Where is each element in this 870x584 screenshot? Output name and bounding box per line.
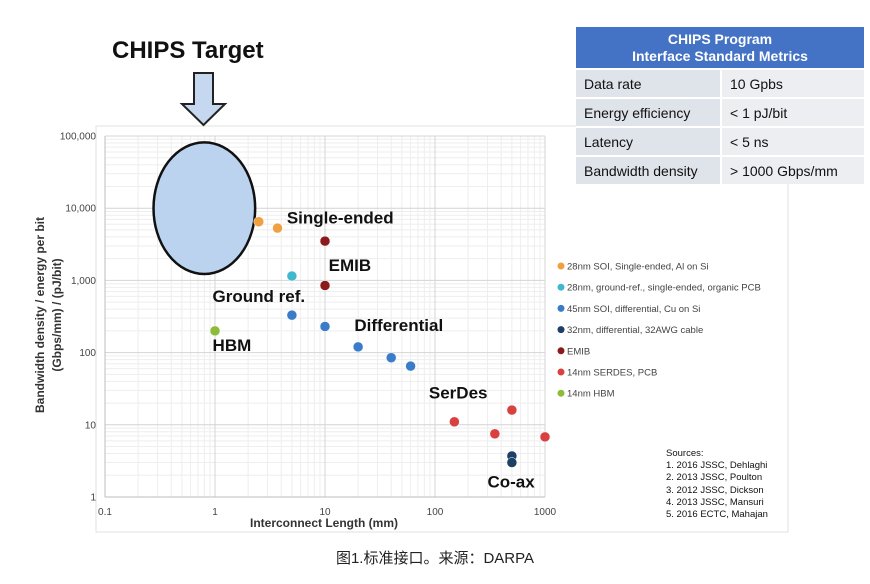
metric-value: > 1000 Gbps/mm	[721, 155, 864, 184]
data-point	[209, 325, 221, 337]
data-point	[506, 404, 518, 416]
sources-heading: Sources:	[666, 448, 704, 459]
data-point	[405, 360, 416, 372]
x-tick-label: 100	[427, 507, 444, 518]
data-point	[539, 431, 551, 443]
legend-marker	[557, 262, 565, 270]
legend-marker	[557, 389, 565, 397]
data-point	[319, 235, 331, 247]
data-point	[286, 270, 298, 282]
source-item: 5. 2016 ECTC, Mahajan	[666, 509, 768, 521]
x-axis-label: Interconnect Length (mm)	[250, 516, 398, 530]
legend-marker	[557, 326, 565, 334]
series-annotation: Ground ref.	[213, 287, 306, 306]
x-tick-label: 1	[212, 507, 218, 518]
data-point	[506, 457, 518, 468]
source-item: 2. 2013 JSSC, Poulton	[666, 472, 763, 484]
legend-label: 14nm SERDES, PCB	[567, 368, 657, 379]
metric-label: Energy efficiency	[576, 97, 722, 127]
sources-list: Sources: 1. 2016 JSSC, Dehlaghi 2. 2013 …	[666, 448, 768, 521]
y-tick-label: 1	[90, 493, 96, 504]
metric-label: Bandwidth density	[576, 155, 722, 184]
data-point	[352, 341, 364, 353]
chips-target-title: CHIPS Target	[112, 37, 264, 64]
x-tick-label: 0.1	[98, 507, 112, 518]
y-tick-label: 10,000	[65, 204, 96, 215]
series-annotation: SerDes	[429, 384, 488, 403]
y-tick-label: 10	[85, 420, 97, 431]
legend-label: EMIB	[567, 346, 590, 357]
x-tick-label: 10	[319, 507, 331, 518]
y-axis-label-line2: (Gbps/mm) / (pJ/bit)	[50, 258, 64, 371]
annotations: Single-ended EMIB Ground ref. HBM Differenti…	[213, 209, 536, 492]
series-annotation: Co-ax	[487, 473, 535, 492]
source-item: 4. 2013 JSSC, Mansuri	[666, 496, 764, 508]
y-tick-label: 100	[79, 348, 96, 359]
metrics-table: CHIPS Program Interface Standard Metrics…	[576, 27, 864, 184]
metrics-table-header: CHIPS Program Interface Standard Metrics	[576, 27, 864, 69]
down-arrow-icon	[179, 72, 228, 127]
legend-label: 28nm, ground-ref., single-ended, organic…	[567, 283, 761, 294]
legend-label: 45nm SOI, differential, Cu on Si	[567, 304, 700, 315]
series-annotation: Differential	[354, 316, 443, 335]
legend-marker	[557, 347, 565, 355]
data-point	[319, 321, 331, 332]
data-point	[272, 222, 283, 234]
y-tick-label: 1,000	[71, 276, 96, 287]
legend-marker	[557, 368, 565, 376]
series-annotation: Single-ended	[287, 209, 394, 228]
metric-label: Latency	[576, 126, 722, 156]
legend-marker	[557, 283, 565, 291]
metric-value: < 1 pJ/bit	[721, 97, 864, 127]
metrics-row: Bandwidth density > 1000 Gbps/mm	[576, 155, 864, 184]
series-annotation: EMIB	[329, 256, 372, 275]
metrics-row: Latency < 5 ns	[576, 126, 864, 156]
figure-caption: 图1.标准接口。来源：DARPA	[335, 550, 535, 567]
x-tick-label: 1000	[534, 507, 557, 518]
y-axis-label-line1: Bandwidth density / energy per bit	[33, 217, 47, 413]
y-tick-label: 100,000	[60, 132, 97, 143]
metric-value: < 5 ns	[721, 126, 864, 156]
data-points	[209, 216, 551, 468]
metrics-title-line1: CHIPS Program	[667, 31, 773, 47]
metric-value: 10 Gpbs	[721, 68, 864, 98]
data-point	[449, 416, 460, 428]
source-item: 3. 2012 JSSC, Dickson	[666, 484, 764, 496]
data-point	[489, 428, 501, 440]
source-item: 1. 2016 JSSC, Dehlaghi	[666, 460, 768, 472]
series-annotation: HBM	[213, 336, 252, 355]
legend-label: 28nm SOI, Single-ended, Al on Si	[567, 262, 709, 273]
target-region	[152, 141, 257, 276]
legend-label: 14nm HBM	[567, 389, 615, 400]
data-point	[286, 309, 298, 321]
data-point	[385, 352, 397, 363]
legend-label: 32nm, differential, 32AWG cable	[567, 325, 703, 336]
legend: 28nm SOI, Single-ended, Al on Si 28nm, gr…	[557, 262, 761, 400]
metrics-title-line2: Interface Standard Metrics	[632, 48, 808, 64]
data-point	[253, 216, 265, 227]
legend-marker	[557, 304, 565, 312]
metric-label: Data rate	[576, 68, 722, 98]
data-point	[319, 280, 331, 291]
metrics-row: Energy efficiency < 1 pJ/bit	[576, 97, 864, 127]
metrics-row: Data rate 10 Gpbs	[576, 68, 864, 98]
chips-target-ellipse	[152, 141, 257, 276]
